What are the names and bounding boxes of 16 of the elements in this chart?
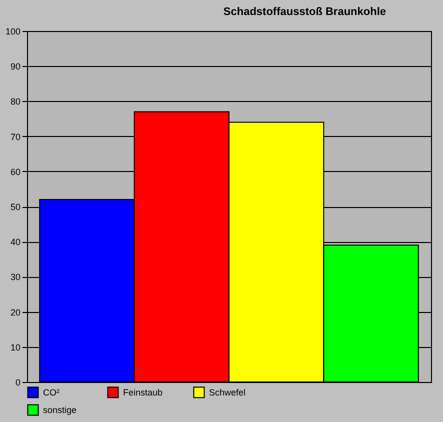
legend-label: Schwefel — [209, 387, 246, 398]
y-tick-label: 0 — [15, 378, 20, 388]
y-tick-label: 40 — [10, 237, 20, 248]
legend-label: Feinstaub — [123, 387, 163, 398]
y-tick-label: 10 — [10, 342, 20, 352]
y-tick-label: 50 — [10, 202, 20, 212]
y-tick-label: 90 — [10, 62, 20, 72]
y-tick-label: 80 — [10, 96, 20, 107]
chart-title: Schadstoffausstoß Braunkohle — [223, 6, 386, 18]
y-tick-label: 100 — [5, 26, 20, 36]
legend-label: sonstige — [43, 405, 77, 415]
legend-label: CO² — [43, 387, 60, 398]
y-tick-label: 60 — [10, 166, 20, 177]
y-tick-label: 70 — [10, 132, 20, 142]
y-tick-label: 20 — [10, 307, 20, 318]
y-tick-label: 30 — [10, 272, 20, 282]
